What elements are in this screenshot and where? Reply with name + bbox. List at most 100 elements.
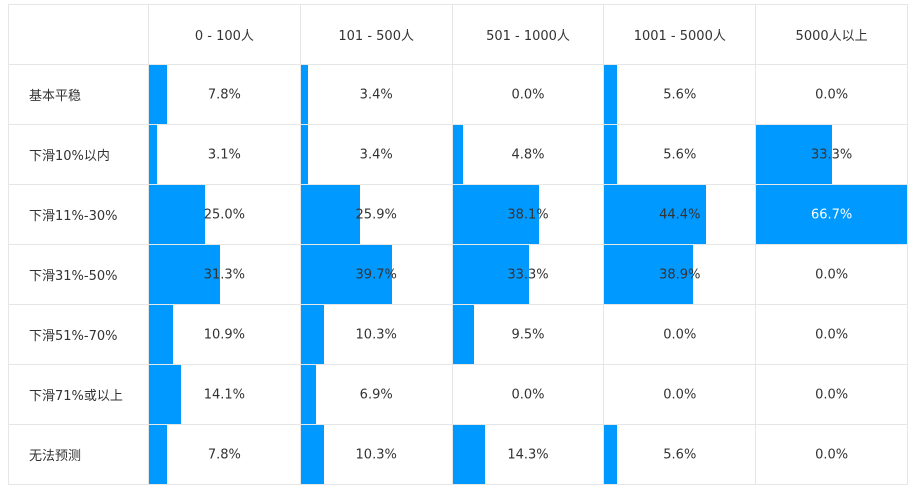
data-cell: 0.0% xyxy=(755,364,908,425)
cell-content: 66.7% xyxy=(756,185,907,244)
value-label: 0.0% xyxy=(663,327,697,342)
value-label: 0.0% xyxy=(511,87,545,102)
column-header: 5000人以上 xyxy=(755,4,908,65)
data-cell: 0.0% xyxy=(755,64,908,125)
data-cell: 25.0% xyxy=(148,184,301,245)
data-cell: 10.9% xyxy=(148,304,301,365)
data-cell: 7.8% xyxy=(148,424,301,485)
data-cell: 7.8% xyxy=(148,64,301,125)
data-cell: 14.1% xyxy=(148,364,301,425)
value-bar xyxy=(149,245,221,304)
data-cell: 0.0% xyxy=(755,244,908,305)
cell-content: 31.3% xyxy=(149,245,299,304)
value-label: 9.5% xyxy=(511,327,545,342)
cell-content: 44.4% xyxy=(604,185,755,244)
table-body: 基本平稳 7.8% 3.4% 0.0% 5.6% 0.0% 下滑10%以内 3.1% 3.4% 4… xyxy=(8,64,908,485)
value-label: 25.9% xyxy=(355,207,397,222)
value-bar xyxy=(756,125,833,184)
row-label: 下滑31%-50% xyxy=(8,244,149,305)
column-header: 1001 - 5000人 xyxy=(603,4,757,65)
value-label: 39.7% xyxy=(355,267,397,282)
value-label: 0.0% xyxy=(663,387,697,402)
data-cell: 3.4% xyxy=(299,124,453,185)
value-label: 10.9% xyxy=(203,327,246,342)
value-bar xyxy=(604,245,693,304)
value-bar xyxy=(149,365,181,424)
cell-content: 3.4% xyxy=(301,65,451,124)
data-cell: 10.3% xyxy=(299,424,453,485)
cell-content: 10.9% xyxy=(149,305,299,364)
data-cell: 44.4% xyxy=(603,184,757,245)
table-row: 基本平稳 7.8% 3.4% 0.0% 5.6% 0.0% xyxy=(8,64,908,125)
value-label: 0.0% xyxy=(815,87,849,102)
value-label: 66.7% xyxy=(810,207,853,222)
data-cell: 10.3% xyxy=(299,304,453,365)
value-label: 3.4% xyxy=(359,147,393,162)
cell-content: 4.8% xyxy=(453,125,603,184)
value-bar xyxy=(604,185,707,244)
value-bar xyxy=(453,425,485,484)
data-cell: 3.1% xyxy=(148,124,301,185)
value-bar xyxy=(301,125,309,184)
data-cell: 9.5% xyxy=(451,304,605,365)
cell-content: 33.3% xyxy=(453,245,603,304)
data-cell: 0.0% xyxy=(451,364,605,425)
value-bar xyxy=(149,425,168,484)
value-label: 0.0% xyxy=(815,447,849,462)
data-cell: 3.4% xyxy=(299,64,453,125)
table-row: 下滑31%-50% 31.3% 39.7% 33.3% 38.9% 0.0% xyxy=(8,244,908,305)
value-bar xyxy=(604,125,617,184)
value-bar xyxy=(604,65,617,124)
value-bar xyxy=(453,305,474,364)
cell-content: 3.1% xyxy=(149,125,299,184)
cell-content: 14.3% xyxy=(453,425,603,484)
value-label: 38.9% xyxy=(659,267,701,282)
value-bar xyxy=(149,305,174,364)
cell-content: 0.0% xyxy=(757,366,907,424)
data-cell: 0.0% xyxy=(603,364,757,425)
table-row: 无法预测 7.8% 10.3% 14.3% 5.6% 0.0% xyxy=(8,424,908,485)
value-bar xyxy=(301,185,361,244)
data-cell: 0.0% xyxy=(755,304,908,365)
value-bar xyxy=(301,305,324,364)
data-cell: 39.7% xyxy=(299,244,453,305)
cell-content: 14.1% xyxy=(149,365,299,424)
data-cell: 5.6% xyxy=(603,124,757,185)
value-bar xyxy=(149,65,168,124)
value-label: 31.3% xyxy=(203,267,246,282)
cell-content: 7.8% xyxy=(149,65,299,124)
cell-content: 10.3% xyxy=(301,425,451,484)
cell-content: 0.0% xyxy=(757,246,907,304)
data-cell: 66.7% xyxy=(755,184,908,245)
data-cell: 14.3% xyxy=(451,424,605,485)
value-bar xyxy=(301,425,324,484)
data-cell: 5.6% xyxy=(603,64,757,125)
value-label: 14.1% xyxy=(203,387,246,402)
header-corner xyxy=(8,4,149,65)
value-label: 25.0% xyxy=(203,207,246,222)
cell-content: 39.7% xyxy=(301,245,451,304)
value-label: 10.3% xyxy=(355,327,397,342)
value-label: 7.8% xyxy=(207,87,241,102)
value-label: 0.0% xyxy=(815,327,849,342)
value-bar xyxy=(756,185,907,244)
value-label: 38.1% xyxy=(507,207,549,222)
data-cell: 6.9% xyxy=(299,364,453,425)
value-bar xyxy=(301,245,392,304)
cell-content: 5.6% xyxy=(604,425,755,484)
data-cell: 4.8% xyxy=(451,124,605,185)
cell-content: 0.0% xyxy=(453,66,603,124)
table-row: 下滑10%以内 3.1% 3.4% 4.8% 5.6% 33.3% xyxy=(8,124,908,185)
value-label: 10.3% xyxy=(355,447,397,462)
cell-content: 0.0% xyxy=(605,306,755,364)
cell-content: 38.1% xyxy=(453,185,603,244)
value-bar xyxy=(149,125,157,184)
cell-content: 3.4% xyxy=(301,125,451,184)
cell-content: 6.9% xyxy=(301,365,451,424)
data-cell: 33.3% xyxy=(451,244,605,305)
cell-content: 5.6% xyxy=(604,125,755,184)
row-label: 下滑10%以内 xyxy=(8,124,149,185)
row-label: 无法预测 xyxy=(8,424,149,485)
data-cell: 25.9% xyxy=(299,184,453,245)
value-label: 0.0% xyxy=(815,267,849,282)
